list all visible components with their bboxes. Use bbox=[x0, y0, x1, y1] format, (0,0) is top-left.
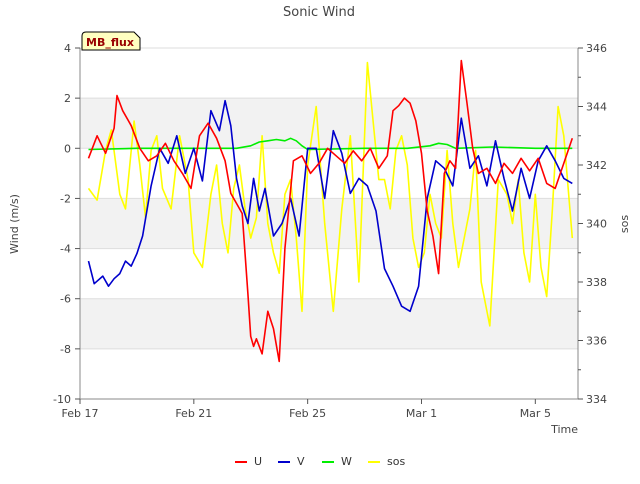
y-tick-label: -8 bbox=[60, 343, 71, 356]
series-line-u bbox=[87, 59, 574, 363]
y-tick-label: -4 bbox=[60, 243, 71, 256]
series-line-sos bbox=[87, 61, 574, 327]
y2-tick-label: 336 bbox=[586, 335, 607, 348]
series-line-w bbox=[88, 137, 573, 151]
series-line-v bbox=[87, 99, 573, 313]
y-tick-label: 4 bbox=[64, 42, 71, 55]
x-axis-ticks: Feb 17 Feb 21 Feb 25 Mar 1 Mar 5 bbox=[62, 399, 551, 420]
y-axis-label: Wind (m/s) bbox=[8, 194, 21, 254]
band-2 bbox=[80, 98, 578, 149]
x-tick-label: Feb 17 bbox=[62, 407, 99, 420]
y2-tick-label: 338 bbox=[586, 276, 607, 289]
plot-lines bbox=[87, 59, 574, 363]
y-tick-label: 0 bbox=[64, 142, 71, 155]
site-badge-label: MB_flux bbox=[86, 36, 134, 49]
y-axis-ticks: -10 -8 -6 -4 -2 0 2 4 bbox=[53, 42, 80, 406]
legend-label-u: U bbox=[254, 455, 262, 468]
site-badge-shape bbox=[81, 31, 141, 51]
y-tick-label: 2 bbox=[64, 92, 71, 105]
band-0 bbox=[80, 298, 578, 349]
background-bands bbox=[80, 98, 578, 349]
y2-tick-label: 344 bbox=[586, 101, 607, 114]
chart-title: Sonic Wind bbox=[283, 5, 355, 20]
x-tick-label: Mar 1 bbox=[406, 407, 437, 420]
y-tick-label: -6 bbox=[60, 293, 71, 306]
x-tick-label: Feb 25 bbox=[289, 407, 326, 420]
band-1 bbox=[80, 198, 578, 249]
legend-label-w: W bbox=[341, 455, 352, 468]
site-badge: MB_flux bbox=[81, 31, 141, 51]
y2-tick-label: 340 bbox=[586, 218, 607, 231]
legend-label-sos: sos bbox=[387, 455, 405, 468]
y2-tick-label: 334 bbox=[586, 393, 607, 406]
x-tick-label: Feb 21 bbox=[175, 407, 212, 420]
y-tick-label: -2 bbox=[60, 192, 71, 205]
y2-tick-label: 342 bbox=[586, 159, 607, 172]
y-tick-label: -10 bbox=[53, 393, 71, 406]
legend-label-v: V bbox=[297, 455, 305, 468]
x-axis-label: Time bbox=[550, 423, 578, 436]
y2-axis-ticks: 334 336 338 340 342 344 346 bbox=[578, 42, 607, 406]
y2-axis-label: sos bbox=[618, 215, 631, 233]
y2-tick-label: 346 bbox=[586, 42, 607, 55]
x-tick-label: Mar 5 bbox=[520, 407, 551, 420]
